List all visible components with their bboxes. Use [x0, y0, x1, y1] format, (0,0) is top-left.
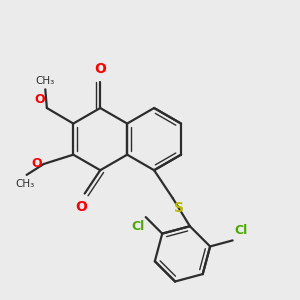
Text: O: O [75, 200, 87, 214]
Text: O: O [35, 94, 45, 106]
Text: CH₃: CH₃ [36, 76, 55, 85]
Text: Cl: Cl [131, 220, 144, 233]
Text: O: O [94, 62, 106, 76]
Text: Cl: Cl [234, 224, 248, 237]
Text: CH₃: CH₃ [16, 178, 35, 189]
Text: S: S [174, 201, 184, 215]
Text: O: O [32, 158, 42, 170]
